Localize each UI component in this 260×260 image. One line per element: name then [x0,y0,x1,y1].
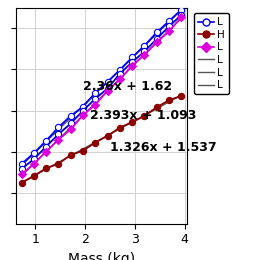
X-axis label: Mass (kg): Mass (kg) [68,252,135,260]
Text: 2.36x + 1.62: 2.36x + 1.62 [83,80,172,93]
Text: 2.393x + 1.093: 2.393x + 1.093 [90,109,197,122]
Legend: L, H, L, L, L, L: L, H, L, L, L, L [194,13,229,94]
Text: 1.326x + 1.537: 1.326x + 1.537 [110,141,217,154]
